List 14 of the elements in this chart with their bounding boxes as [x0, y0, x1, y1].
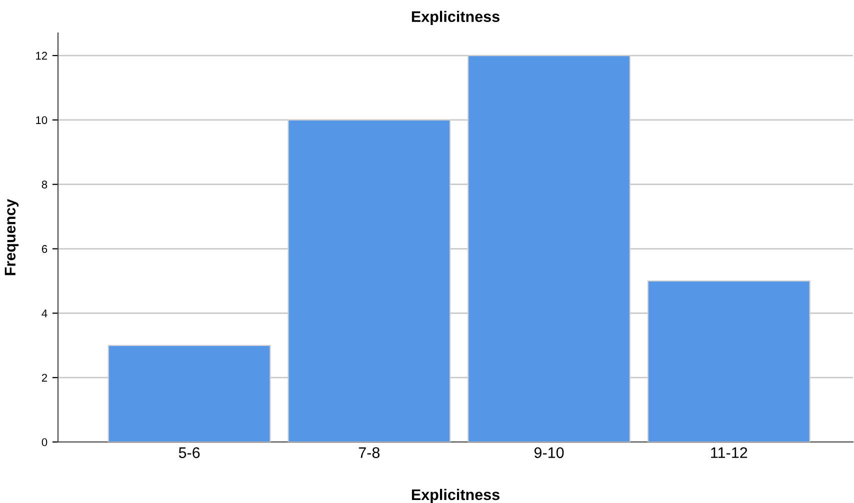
y-tick-label: 10 [36, 116, 48, 124]
y-tick-label: 6 [42, 245, 48, 253]
y-tick-label: 8 [42, 180, 48, 188]
y-tick-label: 2 [42, 374, 48, 382]
y-tick-label: 12 [36, 52, 48, 60]
x-tick-label: 9-10 [534, 447, 564, 458]
x-tick-label: 7-8 [358, 447, 380, 458]
y-tick-label: 4 [42, 310, 48, 318]
y-axis-title: Frequency [4, 198, 19, 276]
chart-title: Explicitness [412, 10, 500, 26]
y-tick-label: 0 [42, 438, 48, 446]
x-axis-title: Explicitness [412, 488, 500, 503]
x-tick-label: 5-6 [178, 447, 200, 458]
x-tick-label: 11-12 [711, 447, 748, 458]
